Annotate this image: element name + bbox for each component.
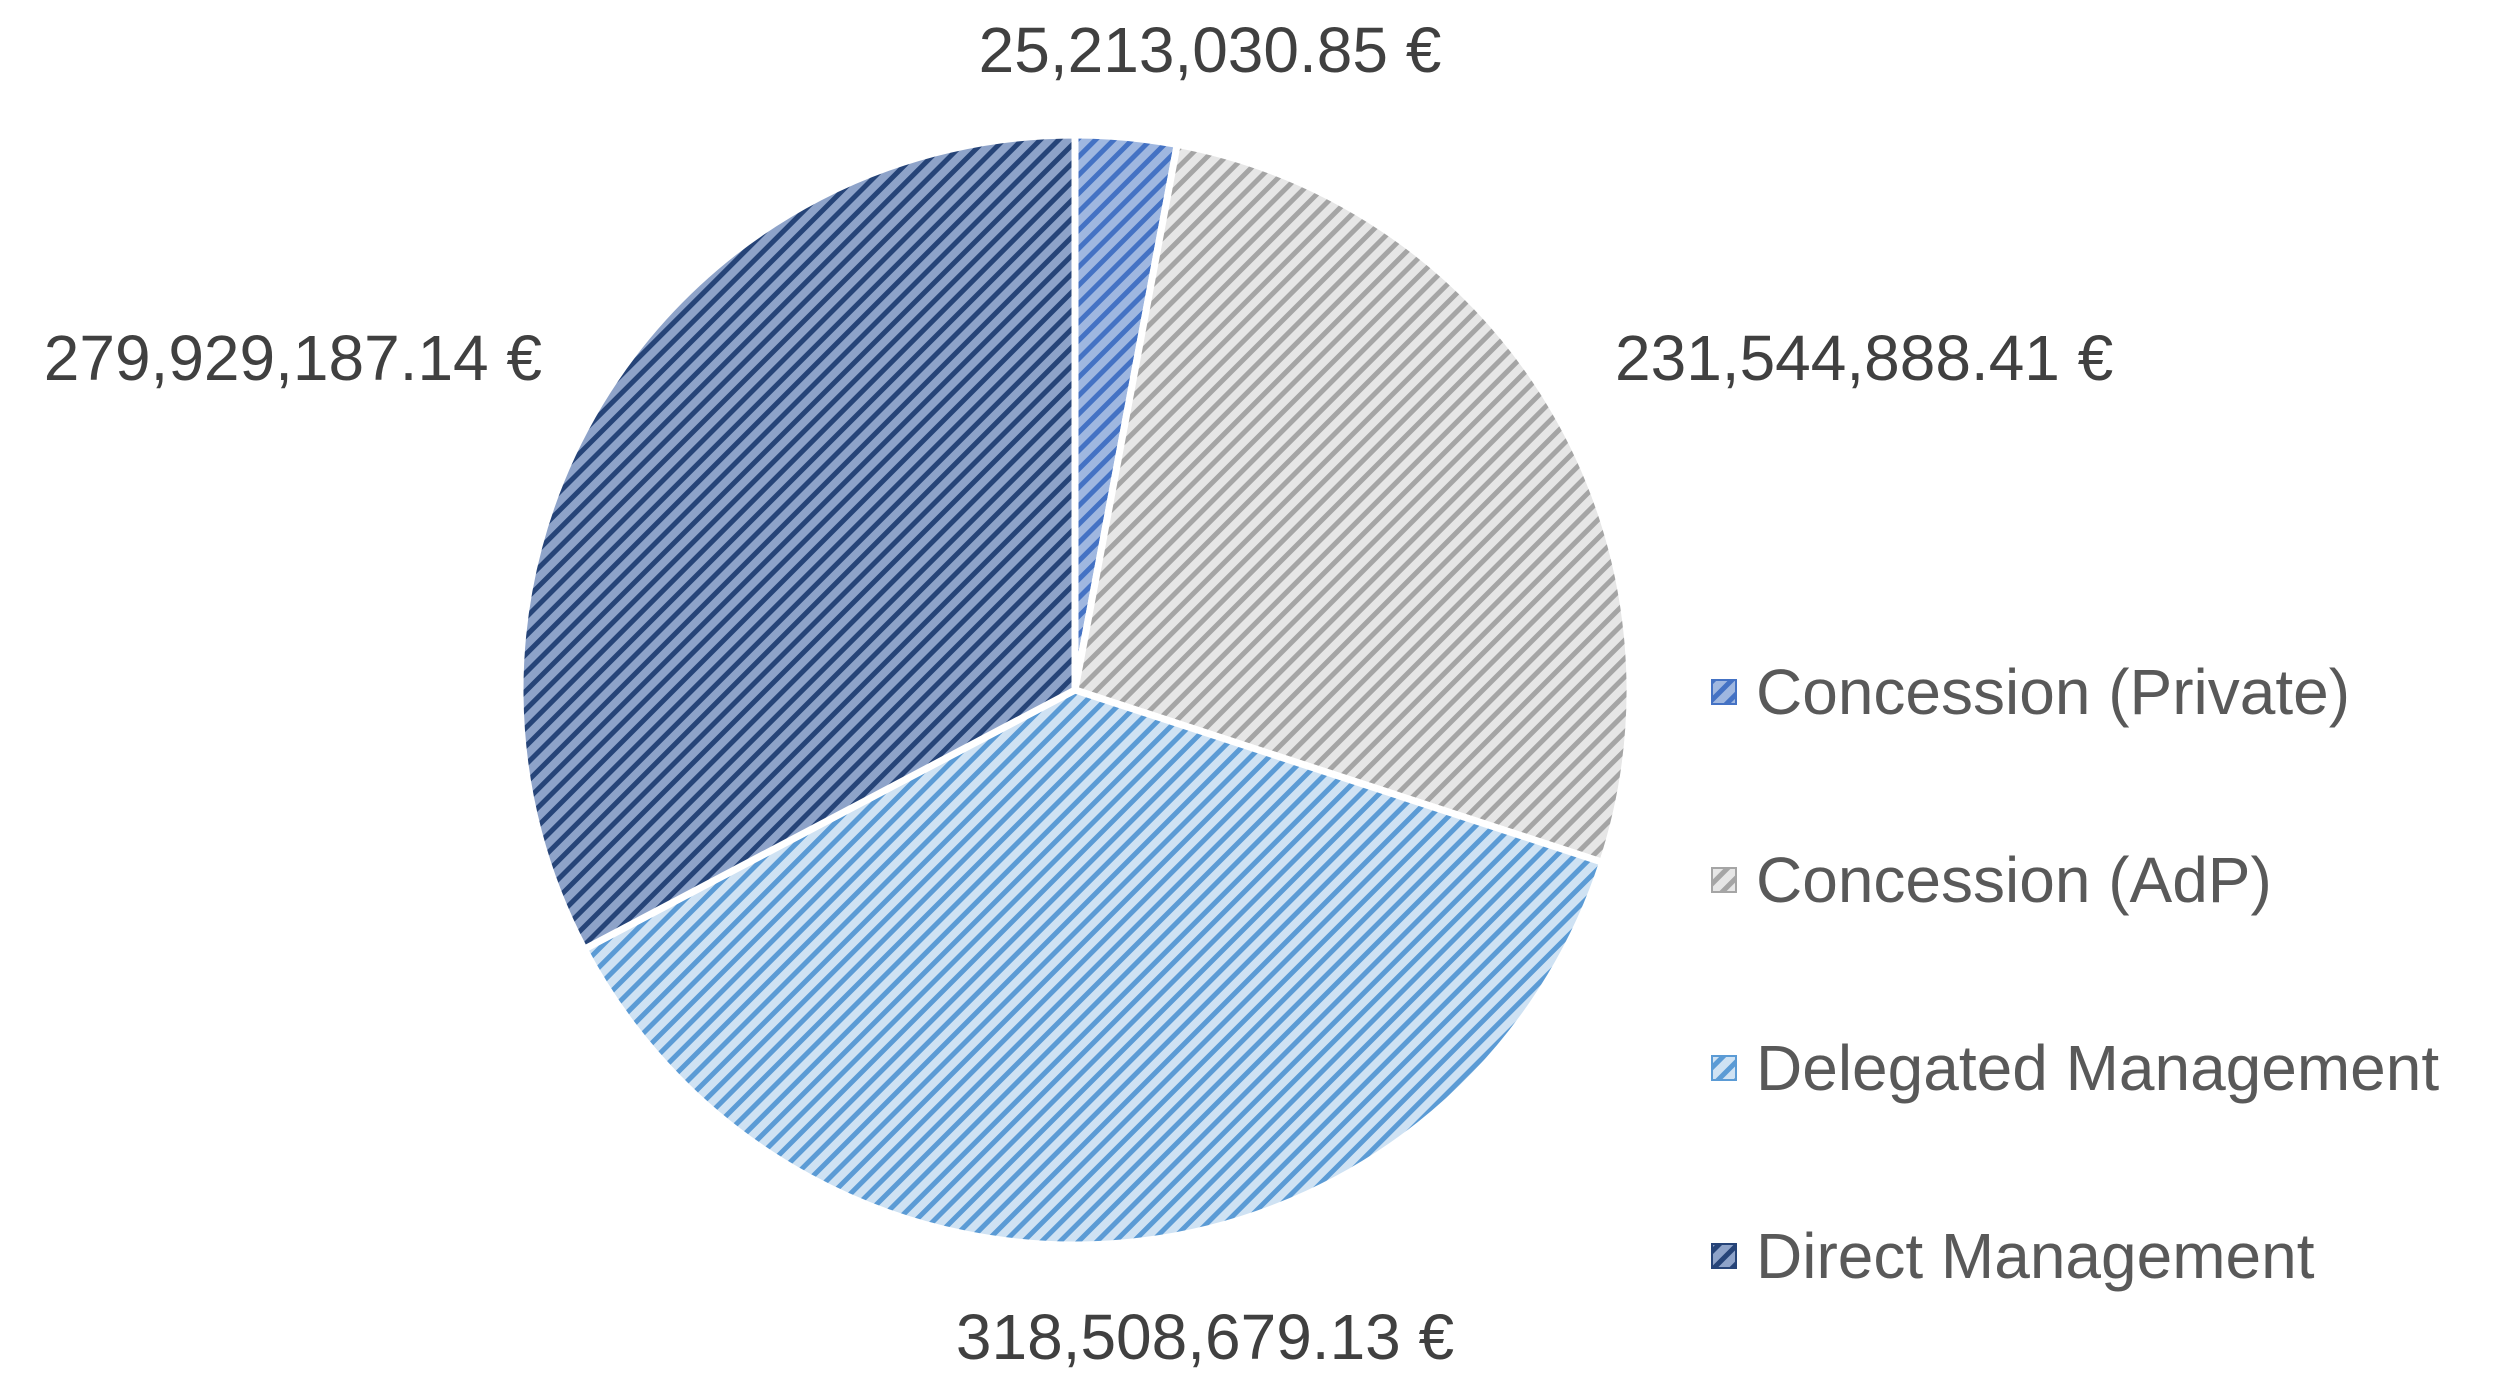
pie-slice-direct-management xyxy=(516,131,1079,953)
data-label-concession-private: 25,213,030.85 € xyxy=(979,14,1442,86)
pie-slice-concession-adp xyxy=(1071,140,1634,866)
pie-slices xyxy=(516,131,1634,1249)
legend: Concession (Private) Concession (AdP) Dele… xyxy=(1711,656,2439,1292)
legend-marker-direct-management xyxy=(1711,1243,1737,1269)
legend-marker-concession-private xyxy=(1711,679,1737,705)
legend-label-concession-private: Concession (Private) xyxy=(1756,656,2350,728)
pie-slice-delegated-management xyxy=(580,686,1607,1249)
legend-item-delegated-management: Delegated Management xyxy=(1711,1032,2439,1104)
data-label-delegated-management: 318,508,679.13 € xyxy=(956,1301,1454,1373)
legend-marker-concession-adp xyxy=(1711,867,1737,893)
legend-item-concession-private: Concession (Private) xyxy=(1711,656,2350,728)
data-label-concession-adp: 231,544,888.41 € xyxy=(1615,322,2113,394)
legend-label-direct-management: Direct Management xyxy=(1756,1220,2315,1292)
legend-label-delegated-management: Delegated Management xyxy=(1756,1032,2439,1104)
legend-item-concession-adp: Concession (AdP) xyxy=(1711,844,2272,916)
legend-marker-delegated-management xyxy=(1711,1055,1737,1081)
legend-item-direct-management: Direct Management xyxy=(1711,1220,2315,1292)
data-label-direct-management: 279,929,187.14 € xyxy=(44,322,542,394)
data-labels: 25,213,030.85 € 231,544,888.41 € 318,508,6… xyxy=(44,14,2114,1373)
legend-label-concession-adp: Concession (AdP) xyxy=(1756,844,2272,916)
